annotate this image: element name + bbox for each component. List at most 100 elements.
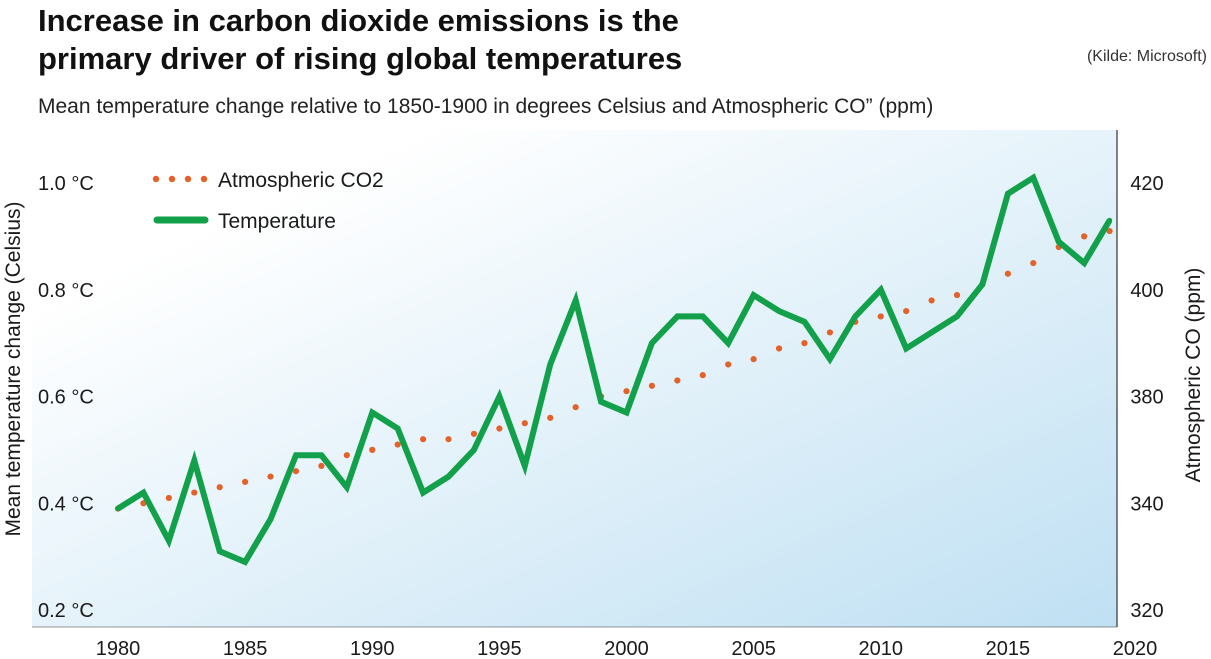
x-tick-label: 2010 (859, 638, 904, 659)
co2-point (318, 462, 325, 469)
temperature-point (954, 313, 960, 320)
chart-subtitle: Mean temperature change relative to 1850… (38, 95, 934, 118)
y2-tick-label: 400 (1130, 280, 1163, 302)
y-tick-label: 0.6 °C (38, 387, 94, 409)
co2-point (648, 382, 656, 389)
legend-co2-swatch (152, 175, 208, 183)
co2-point (191, 489, 198, 496)
chart-title-line-1: Increase in carbon dioxide emissions is … (38, 3, 679, 38)
temperature-point (700, 313, 706, 320)
co2-point (445, 436, 452, 443)
temperature-point (1056, 239, 1062, 245)
co2-point (928, 297, 935, 304)
y-axis-ticks: 0.2 °C 0.4 °C 0.6 °C 0.8 °C 1.0 °C (38, 173, 94, 622)
temperature-point (318, 452, 324, 458)
temperature-point (827, 356, 833, 362)
x-tick-label: 1980 (96, 638, 141, 659)
co2-point (470, 430, 478, 437)
temperature-point (573, 297, 579, 304)
temperature-point (776, 308, 782, 314)
temperature-point (267, 516, 274, 522)
y2-axis-label: Atmospheric CO (ppm) (1182, 268, 1205, 483)
y2-tick-label: 340 (1130, 493, 1163, 515)
temperature-point (166, 538, 172, 544)
source-note: (Kilde: Microsoft) (1086, 48, 1207, 65)
legend-temperature-label: Temperature (218, 210, 336, 233)
co2-point (547, 414, 554, 421)
y2-tick-label: 420 (1130, 173, 1163, 195)
x-tick-label: 1985 (223, 638, 268, 659)
x-tick-label: 2000 (604, 638, 649, 659)
temperature-point (217, 548, 223, 554)
co2-point (572, 404, 579, 411)
y2-axis-ticks: 320 340 380 400 420 (1130, 173, 1163, 622)
co2-point (165, 494, 172, 502)
co2-point (826, 329, 834, 336)
temperature-point (1005, 191, 1011, 197)
co2-point (216, 484, 223, 491)
y2-tick-label: 320 (1130, 600, 1163, 622)
temperature-point (115, 505, 121, 512)
y-tick-label: 1.0 °C (38, 173, 94, 195)
temperature-point (369, 409, 375, 416)
y-axis-label: Mean temperature change (Celsius) (2, 202, 25, 537)
co2-point (877, 313, 884, 320)
co2-point (267, 473, 274, 480)
temperature-point (649, 340, 655, 346)
x-tick-label: 1995 (477, 638, 522, 659)
co2-point (1004, 270, 1011, 277)
temperature-point (1106, 217, 1113, 223)
plot-background (32, 130, 1117, 627)
co2-point (699, 372, 706, 379)
legend-co2-dot (184, 175, 192, 183)
temperature-point (852, 313, 858, 320)
temperature-point (674, 313, 680, 320)
temperature-point (471, 447, 477, 453)
x-tick-label: 2005 (731, 638, 776, 659)
y-tick-label: 0.8 °C (38, 280, 94, 302)
temperature-point (878, 287, 884, 293)
temperature-point (1081, 260, 1087, 266)
co2-series (114, 227, 1113, 512)
legend-co2-dot (200, 175, 208, 183)
temperature-point (929, 329, 935, 336)
temperature-point (725, 340, 731, 346)
co2-point (953, 291, 961, 299)
chart-title: Increase in carbon dioxide emissions is … (38, 2, 682, 78)
co2-point (394, 441, 401, 448)
temperature-point (445, 473, 452, 480)
co2-point (750, 356, 757, 363)
temperature-point (801, 319, 808, 325)
temperature-point (547, 361, 553, 368)
temperature-point (903, 345, 909, 352)
y-tick-label: 0.2 °C (38, 600, 94, 622)
co2-point (521, 420, 528, 427)
temperature-point (140, 489, 147, 496)
y-tick-label: 0.4 °C (38, 493, 94, 515)
y2-tick-label: 380 (1130, 387, 1163, 409)
co2-point (242, 478, 249, 485)
co2-point (1106, 227, 1113, 235)
legend-co2-dot (152, 175, 160, 183)
temperature-point (623, 409, 630, 416)
co2-point (801, 340, 808, 347)
temperature-point (979, 281, 986, 288)
x-tick-label: 2015 (986, 638, 1031, 659)
temperature-points (115, 175, 1113, 565)
co2-point (369, 446, 376, 453)
co2-point (903, 308, 910, 315)
co2-point (775, 345, 783, 352)
co2-point (343, 452, 350, 459)
temperature-point (420, 489, 426, 496)
co2-point (292, 468, 300, 475)
co2-point (496, 425, 503, 432)
co2-point (1030, 259, 1037, 267)
legend-co2-dot (168, 175, 176, 183)
temperature-point (242, 559, 248, 565)
temperature-point (496, 393, 502, 400)
temperature-line (116, 173, 1113, 566)
co2-point (420, 436, 427, 443)
x-tick-label: 2020 (1113, 638, 1158, 659)
co2-point (623, 388, 630, 395)
